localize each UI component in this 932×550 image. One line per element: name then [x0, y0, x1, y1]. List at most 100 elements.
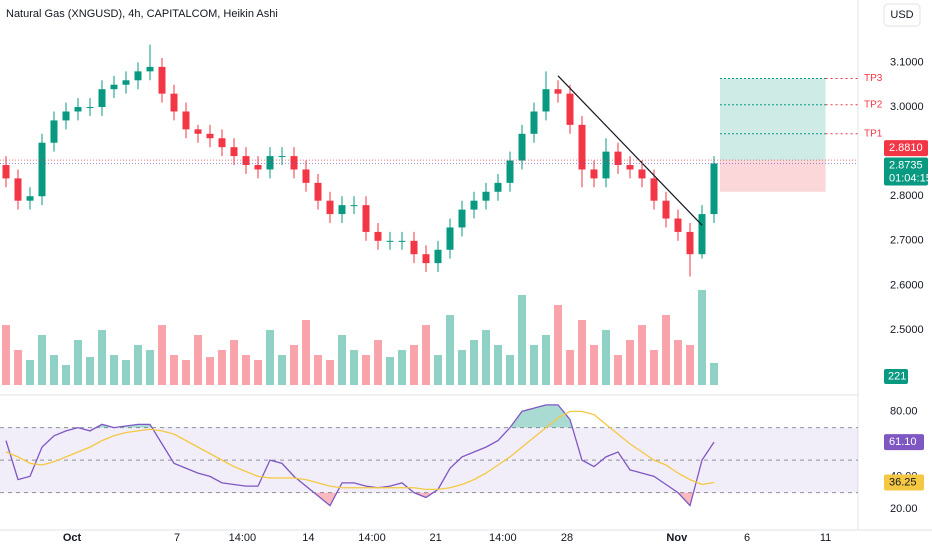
volume-bar [158, 325, 166, 385]
y-tick-label: 2.6000 [890, 279, 924, 291]
candle-body [386, 240, 394, 242]
currency-label[interactable]: USD [890, 9, 913, 21]
candle-body [206, 133, 214, 139]
volume-bar [2, 325, 10, 385]
x-tick-label: 14 [302, 532, 314, 544]
y-tick-label: 3.1000 [890, 56, 924, 68]
candle-body [134, 71, 142, 81]
candle-body [662, 200, 670, 219]
candle-body [254, 165, 262, 170]
candle-body [710, 163, 718, 215]
candle-body [194, 129, 202, 134]
x-tick-label: 14:00 [489, 532, 517, 544]
volume-bar [206, 357, 214, 385]
volume-bar [638, 325, 646, 385]
candle-body [38, 142, 46, 197]
candle-body [482, 191, 490, 201]
volume-bar [470, 340, 478, 385]
volume-bar [566, 350, 574, 385]
candle-body [86, 107, 94, 109]
volume-bar [302, 320, 310, 385]
volume-bar [602, 330, 610, 385]
volume-bar [326, 360, 334, 385]
candle-body [410, 240, 418, 255]
y-tick-label: 2.5000 [890, 324, 924, 336]
volume-bar [122, 360, 130, 385]
candle-body [530, 111, 538, 134]
volume-bar [482, 330, 490, 385]
volume-bar [410, 345, 418, 385]
volume-bar [14, 350, 22, 385]
ask-box [884, 140, 928, 157]
target-label: TP3 [864, 73, 883, 84]
candle-body [122, 80, 130, 85]
candle-body [350, 205, 358, 207]
volume-bar [542, 335, 550, 385]
x-tick-label: 6 [744, 532, 750, 544]
candle-body [146, 66, 154, 72]
ma-label: 36.25 [889, 476, 917, 488]
candle-body [2, 165, 10, 179]
candle-body [338, 205, 346, 215]
x-tick-label: 21 [429, 532, 441, 544]
candle-body [554, 89, 562, 94]
candle-body [626, 165, 634, 170]
volume-bar [278, 355, 286, 385]
volume-bar [362, 355, 370, 385]
candle-body [446, 227, 454, 250]
rsi-tick-label: 80.00 [890, 405, 918, 417]
candle-body [302, 169, 310, 183]
target-label: TP1 [864, 128, 883, 139]
volume-bar [710, 362, 718, 385]
volume-bar [194, 335, 202, 385]
volume-bar [266, 330, 274, 385]
last-price-label: 2.8735 [889, 159, 923, 171]
volume-bar [254, 360, 262, 385]
candle-body [314, 182, 322, 201]
volume-box [884, 369, 908, 384]
rsi-tick-label: 20.00 [890, 503, 918, 515]
candle-body [266, 156, 274, 170]
stop-loss-zone [720, 160, 826, 192]
candle-body [50, 120, 58, 143]
candle-body [278, 156, 286, 158]
candle-body [326, 200, 334, 215]
volume-bar [50, 355, 58, 385]
volume-bar [62, 365, 70, 385]
candle-body [698, 214, 706, 255]
volume-bar [434, 355, 442, 385]
volume-bar [494, 345, 502, 385]
candle-body [62, 111, 70, 121]
candle-body [614, 151, 622, 166]
volume-bar [674, 340, 682, 385]
candle-body [110, 84, 118, 90]
volume-bar [170, 355, 178, 385]
candle-body [602, 151, 610, 179]
candle-body [362, 205, 370, 232]
volume-bar [74, 340, 82, 385]
candle-body [26, 196, 34, 201]
ask-label: 2.8810 [889, 142, 923, 154]
candle-body [74, 107, 82, 112]
volume-bar [458, 350, 466, 385]
candle-body [398, 240, 406, 242]
currency-button[interactable] [883, 3, 921, 27]
volume-bar [290, 345, 298, 385]
candle-body [14, 178, 22, 201]
x-tick-label: 11 [820, 532, 831, 544]
candle-body [230, 147, 238, 157]
x-tick-label: 28 [561, 532, 573, 544]
volume-bar [350, 350, 358, 385]
rsi-line [5, 410, 715, 491]
volume-label: 221 [888, 370, 906, 382]
volume-bar [386, 357, 394, 385]
volume-bar [506, 355, 514, 385]
y-tick-label: 2.8000 [890, 190, 924, 202]
volume-bar [518, 295, 526, 385]
rsi-line [5, 404, 715, 507]
volume-bar [374, 340, 382, 385]
volume-bar [230, 340, 238, 385]
volume-bar [626, 340, 634, 385]
y-tick-label: 2.7000 [890, 235, 924, 247]
